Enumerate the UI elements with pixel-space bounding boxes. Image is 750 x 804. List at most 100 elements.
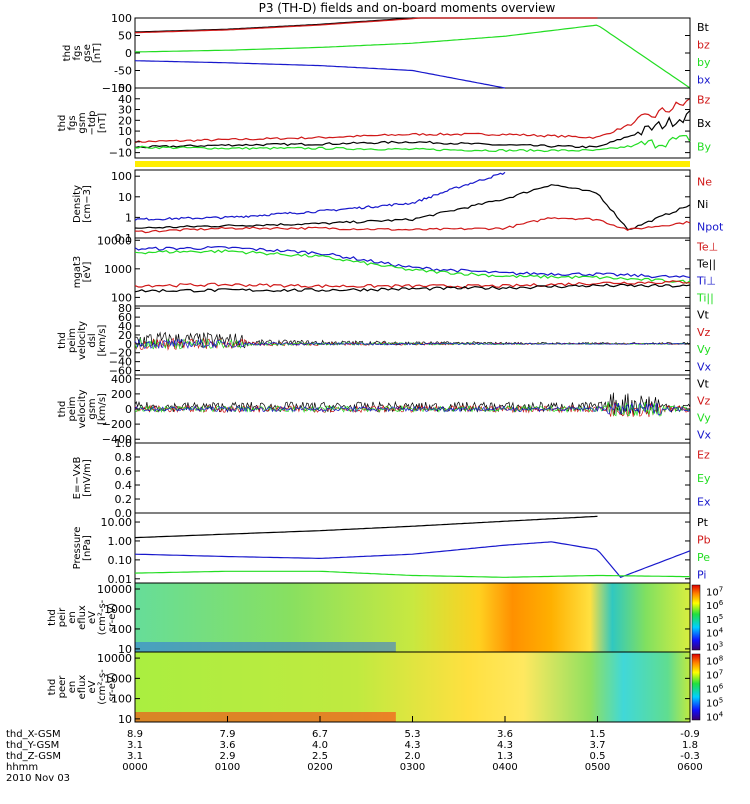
panel-frame xyxy=(134,512,691,584)
panel-frame xyxy=(134,237,691,307)
y-axis-label: [cm−3] xyxy=(82,185,93,223)
colorbar-tick-base: 10 xyxy=(706,670,719,681)
legend-pt: Pt xyxy=(697,516,709,529)
x-annotation-value: 0000 xyxy=(122,762,147,773)
y-tick-label: 80 xyxy=(118,302,132,315)
colorbar xyxy=(691,653,701,721)
x-annotation-value: 0600 xyxy=(677,762,702,773)
y-axis-label: Density xyxy=(72,185,83,223)
x-annotation-value: 3.1 xyxy=(127,751,143,762)
colorbar-tick-base: 10 xyxy=(706,656,719,667)
y-axis-label: fgs xyxy=(72,45,83,60)
y-tick-label: 10.00 xyxy=(101,516,133,529)
panel-p6-axis: 400 200 0 −200 −400 thd peim velocity gsm [km/s] V… xyxy=(57,373,712,446)
y-axis-label: eV xyxy=(87,611,98,624)
colorbar-tick-exp: 4 xyxy=(719,710,724,718)
y-tick-label: −20 xyxy=(109,347,132,360)
series-ti-line xyxy=(134,249,691,285)
y-tick-label: 10000 xyxy=(97,234,132,247)
series-te-line xyxy=(134,280,690,289)
x-annotation-value: 3.6 xyxy=(220,740,236,751)
legend-vy: Vy xyxy=(697,412,711,425)
x-annotation-value: 1.3 xyxy=(497,751,513,762)
colorbar-tick-base: 10 xyxy=(706,629,719,640)
y-axis-label: Pressure xyxy=(72,527,83,570)
panel-frame xyxy=(134,87,691,159)
series-ti-line xyxy=(134,245,691,279)
x-annotation-value: 4.0 xyxy=(312,740,328,751)
y-axis-label: [km/s] xyxy=(97,324,108,356)
y-tick-label: 0.1 xyxy=(115,232,133,245)
legend-vx: Vx xyxy=(697,360,712,373)
y-axis-label: (cm²-s- xyxy=(97,669,108,705)
y-tick-label: 0.8 xyxy=(115,451,133,464)
legend-vy: Vy xyxy=(697,343,711,356)
y-axis-label: velocity xyxy=(77,321,88,360)
y-axis-label: thd xyxy=(62,45,73,62)
colorbar-tick-base: 10 xyxy=(706,698,719,709)
y-tick-label: −40 xyxy=(109,356,132,369)
y-tick-label: 1.0 xyxy=(115,437,133,450)
legend-bz: Bz xyxy=(697,94,711,107)
y-axis-label: −tdp xyxy=(87,111,98,136)
y-tick-label: 100 xyxy=(111,170,132,183)
x-annotation-row-label: thd_Z-GSM xyxy=(6,751,61,762)
colorbar-tick-exp: 6 xyxy=(719,599,724,607)
series-ni-line xyxy=(134,184,691,231)
x-annotation-value: 0500 xyxy=(585,762,610,773)
x-annotation-value: 3.7 xyxy=(590,740,606,751)
series-bx-line xyxy=(134,60,506,89)
panel-p1-axis: 100 50 0 -50 −100 thd fgs gse [nT] Bt bz by bx xyxy=(62,12,711,95)
colorbar-tick-exp: 5 xyxy=(719,613,723,621)
velocity-trace-green xyxy=(134,402,691,417)
legend-ne: Ne xyxy=(697,175,712,188)
legend-bx: Bx xyxy=(697,117,712,130)
colorbar-tick-label: 107 xyxy=(706,585,723,598)
x-annotation-value: 0.5 xyxy=(590,751,606,762)
y-tick-label: 10000 xyxy=(97,652,132,665)
y-tick-label: 10 xyxy=(118,713,132,726)
y-axis-label: eflux xyxy=(77,605,88,630)
quality-flag-bar xyxy=(135,161,690,167)
x-annotation-value: 4.3 xyxy=(405,740,421,751)
y-tick-label: 0.2 xyxy=(115,493,133,506)
x-annotation-value: 0200 xyxy=(307,762,332,773)
panel-p10-axis: 10000 1000 100 10 thd peer en eflux eV (cm²-s-sr-… xyxy=(47,652,724,726)
y-tick-label: 60 xyxy=(118,311,132,324)
y-axis-label: mgat3 xyxy=(72,256,83,289)
y-tick-label: 1000 xyxy=(104,603,132,616)
colorbar-tick-exp: 4 xyxy=(719,627,724,635)
y-axis-label: [mV/m] xyxy=(82,459,93,497)
legend-bt: Bt xyxy=(697,21,710,34)
panel-p4-axis: 10000 1000 100 mgat3 [eV] Te⊥ Te|| Ti⊥ Ti|| xyxy=(72,234,718,304)
y-tick-label: 100 xyxy=(111,12,132,25)
panel-p7-axis: 1.00.80.60.40.20.0 E=−VxB [mV/m] Ez Ey Ex xyxy=(72,437,711,520)
legend-vx: Vx xyxy=(697,429,712,442)
legend-vz: Vz xyxy=(697,326,711,339)
x-annotation-value: 2.9 xyxy=(220,751,236,762)
series-te-line xyxy=(134,283,691,293)
colorbar-tick-base: 10 xyxy=(706,601,719,612)
y-tick-label: 1000 xyxy=(104,263,132,276)
legend-vt: Vt xyxy=(697,378,710,391)
y-tick-label: -50 xyxy=(114,65,132,78)
x-annotation-value: 2.0 xyxy=(405,751,421,762)
panel-frame xyxy=(134,442,691,514)
y-axis-label: thd xyxy=(57,401,68,418)
series-by-line xyxy=(135,24,691,89)
y-axis-label: dsl xyxy=(87,333,98,347)
y-tick-label: 40 xyxy=(118,93,132,106)
y-axis-label: peim xyxy=(67,328,78,353)
spectrogram-band xyxy=(135,712,396,722)
colorbar-tick-label: 105 xyxy=(706,613,723,626)
legend-ez: Ez xyxy=(697,449,710,462)
x-annotation-value: -0.3 xyxy=(680,751,700,762)
panel-p3-axis: 100 10 1 0.1 Density [cm−3] Ne Ni Npot xyxy=(72,170,724,245)
colorbar-tick-label: 106 xyxy=(706,682,724,695)
series-by-line xyxy=(135,134,691,153)
y-axis-label: thd xyxy=(57,332,68,349)
legend-te: Te|| xyxy=(696,258,716,271)
y-tick-label: 10 xyxy=(118,191,132,204)
colorbar-tick-exp: 5 xyxy=(719,696,723,704)
